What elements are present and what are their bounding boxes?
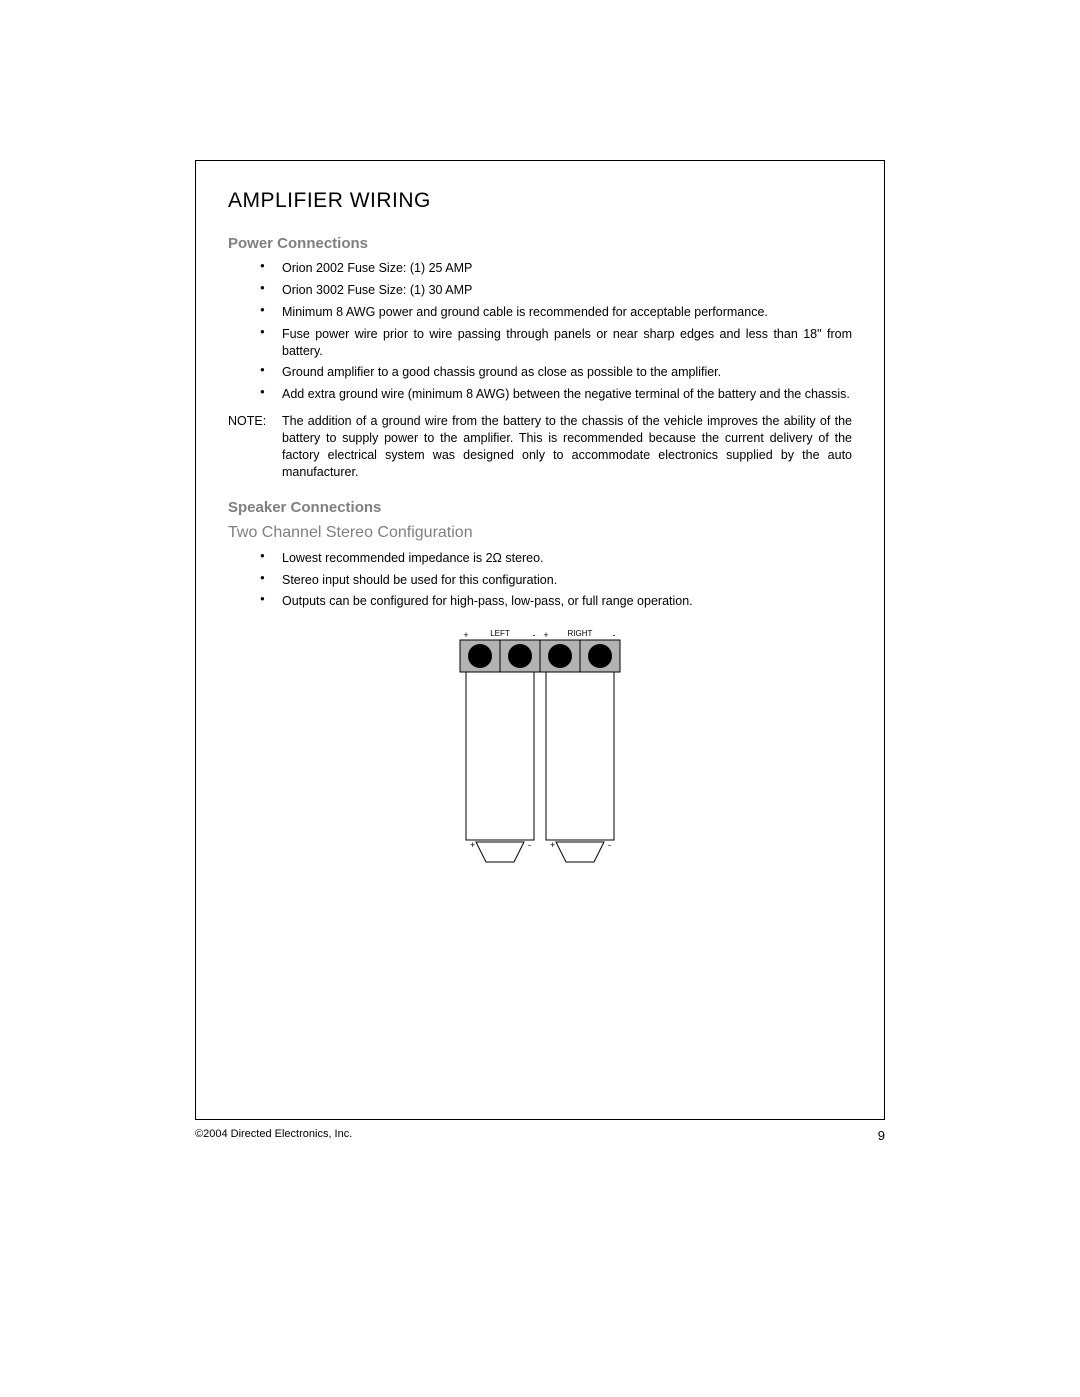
note-label: NOTE: [228, 413, 282, 481]
diagram-right-label: RIGHT [568, 629, 593, 638]
list-item: Outputs can be configured for high-pass,… [282, 593, 852, 610]
svg-text:+: + [463, 630, 468, 640]
list-item: Stereo input should be used for this con… [282, 572, 852, 589]
svg-text:-: - [613, 630, 616, 640]
note-text: The addition of a ground wire from the b… [282, 413, 852, 481]
svg-text:+: + [550, 840, 555, 850]
list-item: Orion 3002 Fuse Size: (1) 30 AMP [282, 282, 852, 299]
svg-text:-: - [533, 630, 536, 640]
speaker-connections-heading: Speaker Connections [228, 499, 852, 516]
speaker-sub-heading: Two Channel Stereo Configuration [228, 524, 852, 542]
copyright-text: ©2004 Directed Electronics, Inc. [195, 1128, 352, 1143]
power-connections-list: Orion 2002 Fuse Size: (1) 25 AMP Orion 3… [228, 260, 852, 403]
footer: ©2004 Directed Electronics, Inc. 9 [195, 1128, 885, 1143]
list-item: Add extra ground wire (minimum 8 AWG) be… [282, 386, 852, 403]
list-item: Fuse power wire prior to wire passing th… [282, 326, 852, 360]
svg-text:+: + [543, 630, 548, 640]
page-title: AMPLIFIER WIRING [228, 189, 852, 213]
power-connections-heading: Power Connections [228, 235, 852, 252]
list-item: Minimum 8 AWG power and ground cable is … [282, 304, 852, 321]
svg-text:+: + [470, 840, 475, 850]
speaker-connections-list: Lowest recommended impedance is 2Ω stere… [228, 550, 852, 611]
svg-text:-: - [528, 840, 531, 850]
page-frame: AMPLIFIER WIRING Power Connections Orion… [195, 160, 885, 1120]
wiring-diagram: LEFT RIGHT + - + - + - + - [228, 626, 852, 887]
note-block: NOTE: The addition of a ground wire from… [228, 413, 852, 481]
page-number: 9 [878, 1128, 885, 1143]
list-item: Ground amplifier to a good chassis groun… [282, 364, 852, 381]
diagram-left-label: LEFT [490, 629, 510, 638]
stereo-wiring-svg: LEFT RIGHT + - + - + - + - [450, 626, 630, 882]
list-item: Lowest recommended impedance is 2Ω stere… [282, 550, 852, 567]
list-item: Orion 2002 Fuse Size: (1) 25 AMP [282, 260, 852, 277]
svg-text:-: - [608, 840, 611, 850]
